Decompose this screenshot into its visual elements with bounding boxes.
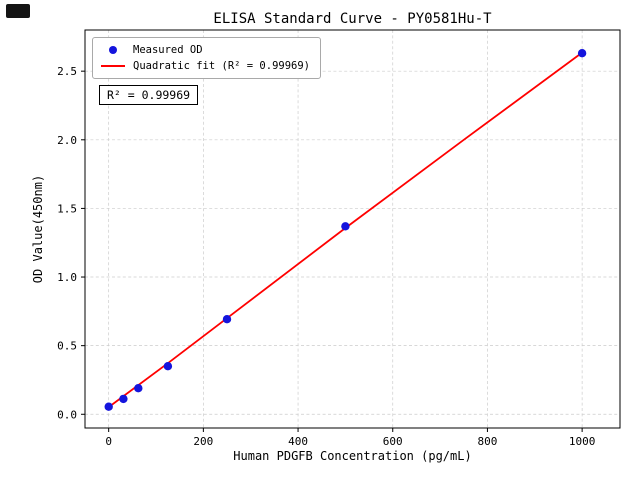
legend: Measured OD Quadratic fit (R² = 0.99969) — [92, 37, 322, 79]
data-point — [134, 384, 143, 393]
legend-swatch-dot — [109, 46, 117, 54]
x-tick-label: 400 — [288, 435, 308, 448]
x-tick-label: 600 — [383, 435, 403, 448]
data-point — [163, 362, 173, 371]
x-tick-label: 0 — [105, 435, 112, 448]
y-tick-label: 2.0 — [57, 134, 77, 147]
legend-label-measured-od: Measured OD — [133, 44, 203, 56]
legend-marker-area — [98, 46, 128, 54]
data-point — [119, 394, 128, 404]
chart-title: ELISA Standard Curve - PY0581Hu-T — [213, 11, 492, 27]
y-tick-label: 1.0 — [57, 271, 77, 284]
fit-line — [108, 51, 583, 408]
r-squared-annotation: R² = 0.99969 — [99, 85, 199, 105]
x-tick-label: 200 — [193, 435, 213, 448]
corner-mark — [6, 4, 30, 18]
legend-marker-area — [98, 65, 128, 67]
y-tick-label: 0.5 — [57, 340, 77, 353]
y-axis-label: OD Value(450nm) — [31, 174, 45, 284]
x-axis-label: Human PDGFB Concentration (pg/mL) — [233, 449, 472, 463]
data-point — [104, 402, 113, 411]
y-tick-label: 1.5 — [57, 202, 77, 215]
y-tick-label: 2.5 — [57, 65, 77, 78]
legend-label-quadratic-fit: Quadratic fit (R² = 0.99969) — [133, 60, 311, 72]
data-point — [577, 49, 587, 58]
data-point — [341, 222, 350, 231]
plot-border — [84, 29, 621, 429]
data-point — [222, 315, 232, 324]
x-tick-label: 800 — [477, 435, 497, 448]
legend-item-measured-od: Measured OD — [98, 42, 310, 58]
y-tick-label: 0.0 — [57, 408, 77, 421]
legend-item-quadratic-fit: Quadratic fit (R² = 0.99969) — [98, 58, 310, 74]
x-tick-label: 1000 — [569, 435, 596, 448]
legend-swatch-line — [101, 65, 125, 67]
